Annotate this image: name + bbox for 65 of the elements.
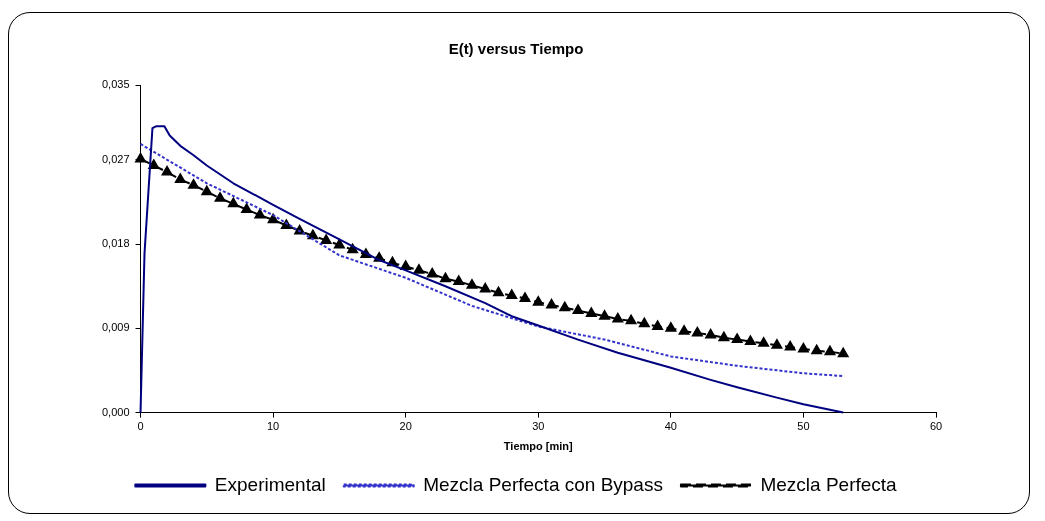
y-tick-label: 0,035 — [102, 78, 130, 91]
legend-label: Mezcla Perfecta — [760, 473, 898, 495]
point — [559, 301, 571, 312]
y-tick-label: 0,027 — [102, 152, 130, 165]
x-tick-label: 10 — [266, 420, 280, 433]
point — [214, 192, 226, 202]
x-tick-label: 50 — [797, 420, 810, 433]
point — [546, 298, 557, 309]
legend-label: Mezcla Perfecta con Bypass — [423, 473, 663, 495]
point — [334, 239, 345, 249]
point — [837, 347, 849, 358]
y-tick-label: 0,018 — [102, 237, 130, 250]
point — [745, 335, 756, 345]
point — [493, 286, 504, 297]
point — [307, 229, 319, 240]
point — [201, 185, 213, 196]
point — [705, 328, 716, 339]
point — [440, 272, 451, 283]
x-tick-label: 20 — [399, 420, 412, 433]
y-tick-label: 0,009 — [102, 321, 130, 334]
point — [267, 213, 279, 224]
chart-title: E(t) versus Tiempo — [448, 40, 584, 58]
legend-label: Experimental — [214, 473, 326, 495]
point — [758, 337, 769, 347]
point — [612, 313, 624, 323]
point — [241, 203, 252, 213]
point — [479, 283, 491, 293]
point — [519, 292, 531, 302]
point — [254, 209, 266, 219]
point — [731, 333, 743, 344]
x-tick-label: 60 — [929, 420, 943, 433]
point — [678, 325, 690, 335]
point — [824, 345, 836, 356]
point — [228, 197, 239, 208]
point — [692, 327, 703, 337]
point — [532, 296, 544, 306]
point — [572, 304, 584, 315]
x-tick-label: 0 — [137, 420, 144, 433]
point — [347, 243, 358, 254]
point — [413, 264, 425, 274]
point — [784, 341, 796, 351]
point — [426, 268, 438, 278]
point — [771, 339, 783, 349]
point — [652, 320, 663, 330]
y-tick-label: 0,000 — [102, 405, 130, 418]
point — [639, 317, 650, 328]
point — [599, 310, 610, 320]
point — [811, 344, 823, 355]
point — [506, 289, 518, 300]
point — [174, 173, 186, 184]
point — [320, 234, 332, 244]
point — [718, 331, 730, 342]
x-axis-title: Tiempo [min] — [503, 440, 574, 453]
x-tick-label: 30 — [532, 420, 545, 433]
point — [161, 166, 173, 176]
point — [585, 307, 597, 317]
point — [135, 152, 146, 163]
point — [665, 322, 677, 332]
point — [453, 275, 465, 286]
x-tick-label: 40 — [664, 420, 677, 433]
point — [798, 342, 809, 353]
point — [400, 260, 412, 271]
point — [188, 179, 199, 189]
point — [625, 314, 637, 325]
point — [466, 279, 478, 289]
